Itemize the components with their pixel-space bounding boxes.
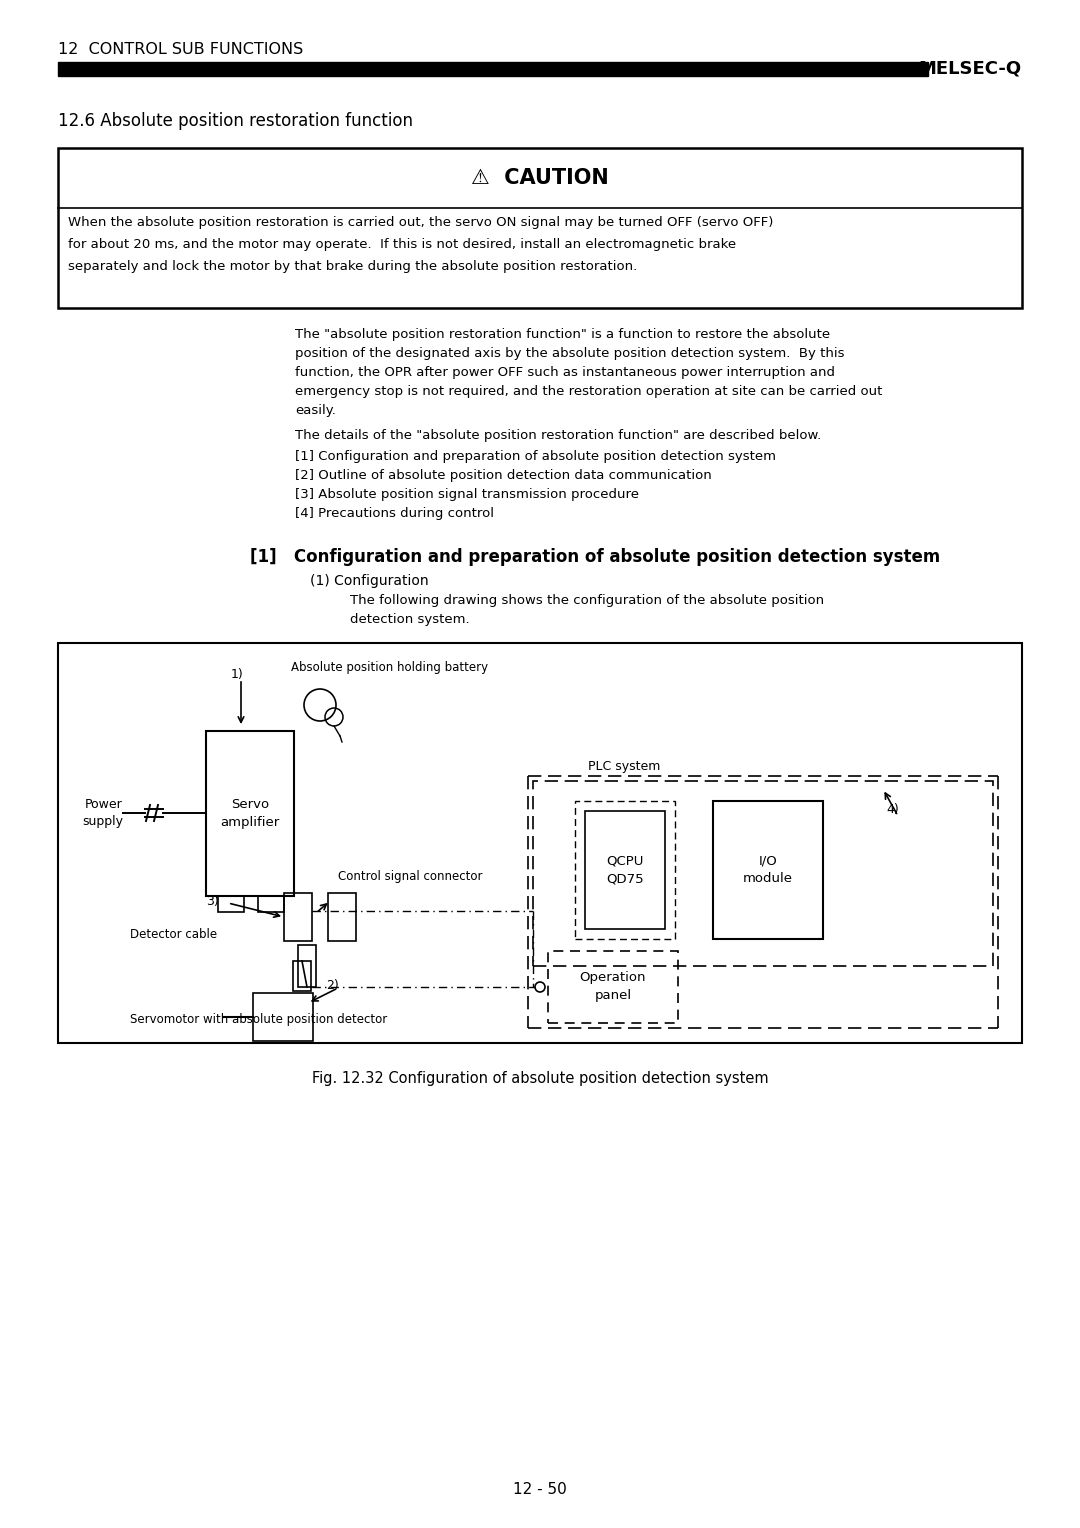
Text: [3] Absolute position signal transmission procedure: [3] Absolute position signal transmissio… (295, 487, 639, 501)
Text: 12.6 Absolute position restoration function: 12.6 Absolute position restoration funct… (58, 112, 413, 130)
Text: [2] Outline of absolute position detection data communication: [2] Outline of absolute position detecti… (295, 469, 712, 481)
Bar (298, 944, 316, 987)
Text: 2): 2) (326, 978, 339, 992)
Bar (58, 148, 1022, 309)
Text: for about 20 ms, and the motor may operate.  If this is not desired, install an : for about 20 ms, and the motor may opera… (68, 238, 737, 251)
Text: When the absolute position restoration is carried out, the servo ON signal may b: When the absolute position restoration i… (68, 215, 773, 229)
Text: Absolute position holding battery: Absolute position holding battery (291, 662, 488, 674)
Text: Fig. 12.32 Configuration of absolute position detection system: Fig. 12.32 Configuration of absolute pos… (312, 1071, 768, 1086)
Text: 4): 4) (886, 804, 899, 816)
Bar (534, 781, 993, 966)
Bar (548, 950, 678, 1024)
Bar (575, 801, 675, 940)
Text: The details of the "absolute position restoration function" are described below.: The details of the "absolute position re… (295, 429, 821, 442)
Text: Control signal connector: Control signal connector (338, 869, 483, 883)
Text: Servo
amplifier: Servo amplifier (220, 798, 280, 830)
Text: function, the OPR after power OFF such as instantaneous power interruption and: function, the OPR after power OFF such a… (295, 367, 835, 379)
Bar (258, 895, 284, 912)
Text: emergency stop is not required, and the restoration operation at site can be car: emergency stop is not required, and the … (295, 385, 882, 397)
Text: Detector cable: Detector cable (130, 927, 217, 941)
Text: 3): 3) (206, 894, 219, 908)
Text: The following drawing shows the configuration of the absolute position: The following drawing shows the configur… (350, 594, 824, 607)
Text: separately and lock the motor by that brake during the absolute position restora: separately and lock the motor by that br… (68, 260, 637, 274)
Text: 12 - 50: 12 - 50 (513, 1482, 567, 1497)
Text: I/O
module: I/O module (743, 854, 793, 886)
Text: Power
supply: Power supply (82, 798, 123, 828)
Text: 12  CONTROL SUB FUNCTIONS: 12 CONTROL SUB FUNCTIONS (58, 41, 303, 57)
Bar (218, 895, 244, 912)
Bar (293, 961, 311, 992)
Text: MELSEC-Q: MELSEC-Q (919, 60, 1022, 78)
Text: PLC system: PLC system (588, 759, 660, 773)
Text: The "absolute position restoration function" is a function to restore the absolu: The "absolute position restoration funct… (295, 329, 831, 341)
Bar (284, 892, 312, 941)
Text: [1] Configuration and preparation of absolute position detection system: [1] Configuration and preparation of abs… (295, 451, 777, 463)
Text: [4] Precautions during control: [4] Precautions during control (295, 507, 494, 520)
Bar (253, 993, 313, 1041)
Text: Operation
panel: Operation panel (580, 972, 646, 1002)
Text: (1) Configuration: (1) Configuration (310, 575, 429, 588)
Text: ⚠  CAUTION: ⚠ CAUTION (471, 168, 609, 188)
Text: [1]   Configuration and preparation of absolute position detection system: [1] Configuration and preparation of abs… (249, 549, 941, 565)
Text: detection system.: detection system. (350, 613, 470, 626)
Bar (585, 811, 665, 929)
Bar (328, 892, 356, 941)
Text: QCPU
QD75: QCPU QD75 (606, 854, 644, 886)
Text: 1): 1) (231, 668, 244, 681)
Bar (58, 63, 928, 76)
Bar (713, 801, 823, 940)
Bar (206, 730, 294, 895)
Text: easily.: easily. (295, 403, 336, 417)
Text: position of the designated axis by the absolute position detection system.  By t: position of the designated axis by the a… (295, 347, 845, 361)
Text: Servomotor with absolute position detector: Servomotor with absolute position detect… (130, 1013, 388, 1025)
Bar (58, 643, 1022, 1044)
